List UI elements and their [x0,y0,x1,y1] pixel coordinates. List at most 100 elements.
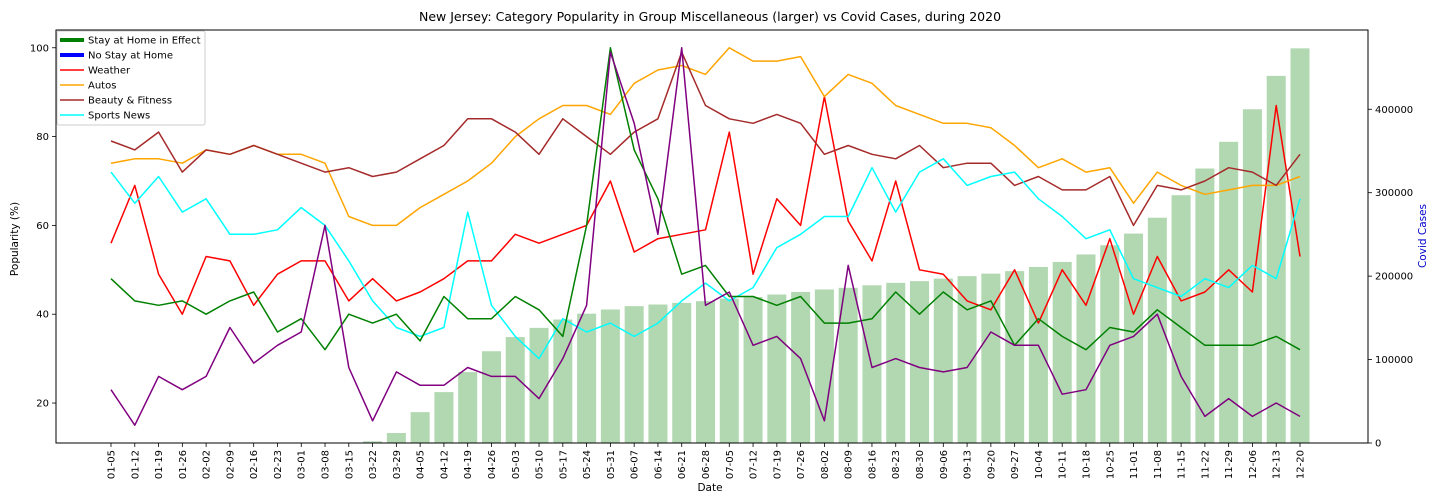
y2-axis-label: Covid Cases [1417,204,1429,268]
covid-bar [1266,75,1286,443]
covid-bar [458,372,478,443]
x-tick-label: 01-19 [154,450,165,479]
x-tick-label: 02-02 [202,450,213,479]
x-tick-label: 05-03 [511,450,522,479]
x-tick-label: 01-12 [130,450,141,479]
covid-bar [1100,245,1120,443]
y-tick-label: 80 [36,132,49,143]
series-line [110,47,1301,351]
x-tick-label: 02-16 [249,450,260,479]
x-tick-label: 11-08 [1153,450,1164,479]
legend-label: Autos [88,81,116,92]
covid-bar [363,441,383,443]
x-tick-label: 09-13 [963,450,974,479]
covid-bar [1290,48,1310,443]
y-tick-label: 40 [36,310,49,321]
covid-bar [600,309,620,443]
x-tick-label: 05-31 [606,450,617,479]
x-tick-label: 08-30 [915,450,926,479]
x-tick-label: 08-16 [867,450,878,479]
x-tick-label: 11-01 [1129,450,1140,479]
covid-bar [838,287,858,443]
covid-bar [434,392,454,443]
y-tick-label: 100 [30,43,49,54]
y-tick-label: 60 [36,221,49,232]
x-tick-label: 06-14 [653,450,664,479]
x-tick-label: 06-21 [677,450,688,479]
x-tick-label: 08-02 [820,450,831,479]
x-tick-label: 11-15 [1177,450,1188,479]
series-line [110,158,1301,360]
covid-bar [981,273,1001,443]
covid-bar [648,304,668,443]
x-tick-label: 09-27 [1010,450,1021,479]
x-tick-label: 04-12 [439,450,450,479]
covid-bar [577,313,597,443]
covid-bar [1052,261,1072,443]
y2-tick-label: 300000 [1375,188,1413,199]
covid-bar [957,276,977,443]
x-tick-label: 01-26 [178,450,189,479]
series-line [110,51,1301,227]
x-tick-label: 08-09 [844,450,855,479]
covid-bar [1171,195,1191,443]
plot-frame [55,29,1369,444]
covid-bar [624,306,644,443]
covid-bar [1005,271,1025,443]
x-tick-label: 05-10 [535,450,546,479]
x-tick-label: 03-15 [344,450,355,479]
legend-label: Weather [88,66,131,77]
x-axis-label: Date [697,482,722,494]
x-tick-label: 07-19 [772,450,783,479]
x-tick-label: 11-29 [1224,450,1235,479]
x-tick-label: 03-29 [392,450,403,479]
y2-tick-label: 400000 [1375,105,1413,116]
x-tick-label: 03-08 [321,450,332,479]
covid-bar [1195,168,1215,443]
y-tick-label: 20 [36,399,49,410]
x-tick-label: 10-11 [1058,450,1069,479]
x-ticks: 01-05 01-12 01-19 01-26 02-02 02-09 02-16 02-23… [107,443,1307,479]
covid-bar [695,301,716,443]
covid-bars [363,48,1310,444]
covid-bar [553,319,573,443]
x-tick-label: 05-17 [558,450,569,479]
legend: Stay at Home in Effect No Stay at Home Wea… [56,30,206,126]
chart-title: New Jersey: Category Popularity in Group… [419,9,1001,24]
x-tick-label: 10-18 [1081,450,1092,479]
x-tick-label: 04-05 [416,450,427,479]
x-tick-label: 11-22 [1200,450,1211,479]
covid-bar [529,327,549,443]
x-tick-label: 05-24 [582,450,593,479]
covid-bar [1028,266,1048,443]
x-tick-label: 07-12 [749,450,760,479]
x-tick-label: 03-22 [368,450,379,479]
x-tick-label: 08-23 [891,450,902,479]
x-tick-label: 10-25 [1105,450,1116,479]
x-tick-label: 02-09 [225,450,236,479]
covid-bar [886,282,906,443]
covid-bar [505,337,525,443]
x-tick-label: 10-04 [1034,450,1045,479]
x-tick-label: 02-23 [273,450,284,479]
x-tick-label: 04-19 [463,450,474,479]
legend-label: No Stay at Home [88,51,173,62]
covid-bar [386,432,406,443]
series-line [110,95,1301,324]
y2-tick-label: 200000 [1375,272,1413,283]
x-tick-label: 01-05 [107,450,118,479]
x-tick-label: 09-20 [986,450,997,479]
y-ticks: 20 40 60 80 100 [30,43,56,410]
legend-box [56,30,206,126]
legend-label: Beauty & Fitness [88,96,172,107]
x-tick-label: 04-26 [487,450,498,479]
x-tick-label: 12-06 [1248,450,1259,479]
plot-border [55,29,1369,444]
covid-bar [719,298,739,443]
legend-label: Sports News [88,111,150,122]
covid-bar [1219,141,1239,444]
covid-bar [814,289,834,443]
x-tick-label: 07-05 [725,450,736,479]
covid-bar [1124,233,1144,443]
